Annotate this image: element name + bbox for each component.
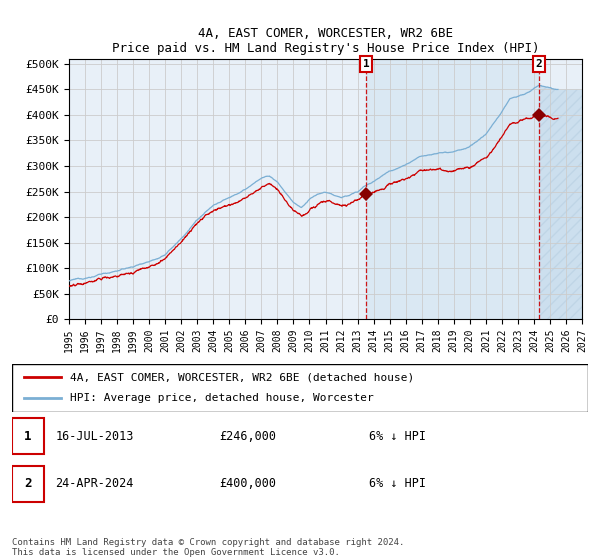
FancyBboxPatch shape: [12, 364, 588, 412]
Text: 24-APR-2024: 24-APR-2024: [55, 477, 134, 491]
Text: 6% ↓ HPI: 6% ↓ HPI: [369, 430, 426, 443]
Text: 1: 1: [24, 430, 31, 443]
Text: HPI: Average price, detached house, Worcester: HPI: Average price, detached house, Worc…: [70, 393, 373, 403]
FancyBboxPatch shape: [12, 418, 44, 454]
Text: £246,000: £246,000: [220, 430, 277, 443]
Text: £400,000: £400,000: [220, 477, 277, 491]
Text: 2: 2: [536, 59, 542, 69]
Text: 16-JUL-2013: 16-JUL-2013: [55, 430, 134, 443]
FancyBboxPatch shape: [12, 466, 44, 502]
Title: 4A, EAST COMER, WORCESTER, WR2 6BE
Price paid vs. HM Land Registry's House Price: 4A, EAST COMER, WORCESTER, WR2 6BE Price…: [112, 27, 539, 55]
Text: 1: 1: [363, 59, 370, 69]
Text: Contains HM Land Registry data © Crown copyright and database right 2024.
This d: Contains HM Land Registry data © Crown c…: [12, 538, 404, 557]
Text: 2: 2: [24, 477, 31, 491]
Text: 4A, EAST COMER, WORCESTER, WR2 6BE (detached house): 4A, EAST COMER, WORCESTER, WR2 6BE (deta…: [70, 372, 414, 382]
Text: 6% ↓ HPI: 6% ↓ HPI: [369, 477, 426, 491]
